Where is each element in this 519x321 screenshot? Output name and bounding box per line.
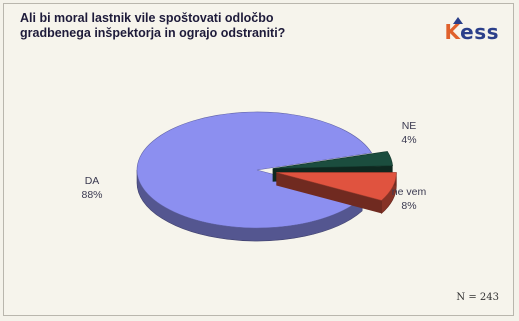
slice-value-ne-vem: 8% xyxy=(401,200,416,212)
slice-label-ne-vem: ne vem xyxy=(392,186,427,198)
pie-slice-ne-vem xyxy=(276,172,397,215)
chart-frame: Ali bi moral lastnik vile spoštovati odl… xyxy=(3,3,514,316)
chart-title: Ali bi moral lastnik vile spoštovati odl… xyxy=(20,11,380,41)
chart-title-line-1: Ali bi moral lastnik vile spoštovati odl… xyxy=(20,11,274,25)
slice-value-da: 88% xyxy=(81,189,102,201)
slice-value-ne: 4% xyxy=(401,134,416,146)
logo-triangle-icon xyxy=(453,17,464,24)
sample-size-label: N = 243 xyxy=(456,292,499,303)
pie-slice-da xyxy=(136,111,373,242)
slice-label-ne: NE xyxy=(402,120,417,132)
kess-logo: Kess xyxy=(444,17,499,44)
slice-label-da: DA xyxy=(85,175,100,187)
chart-title-line-2: gradbenega inšpektorja in ograjo odstran… xyxy=(20,26,286,40)
